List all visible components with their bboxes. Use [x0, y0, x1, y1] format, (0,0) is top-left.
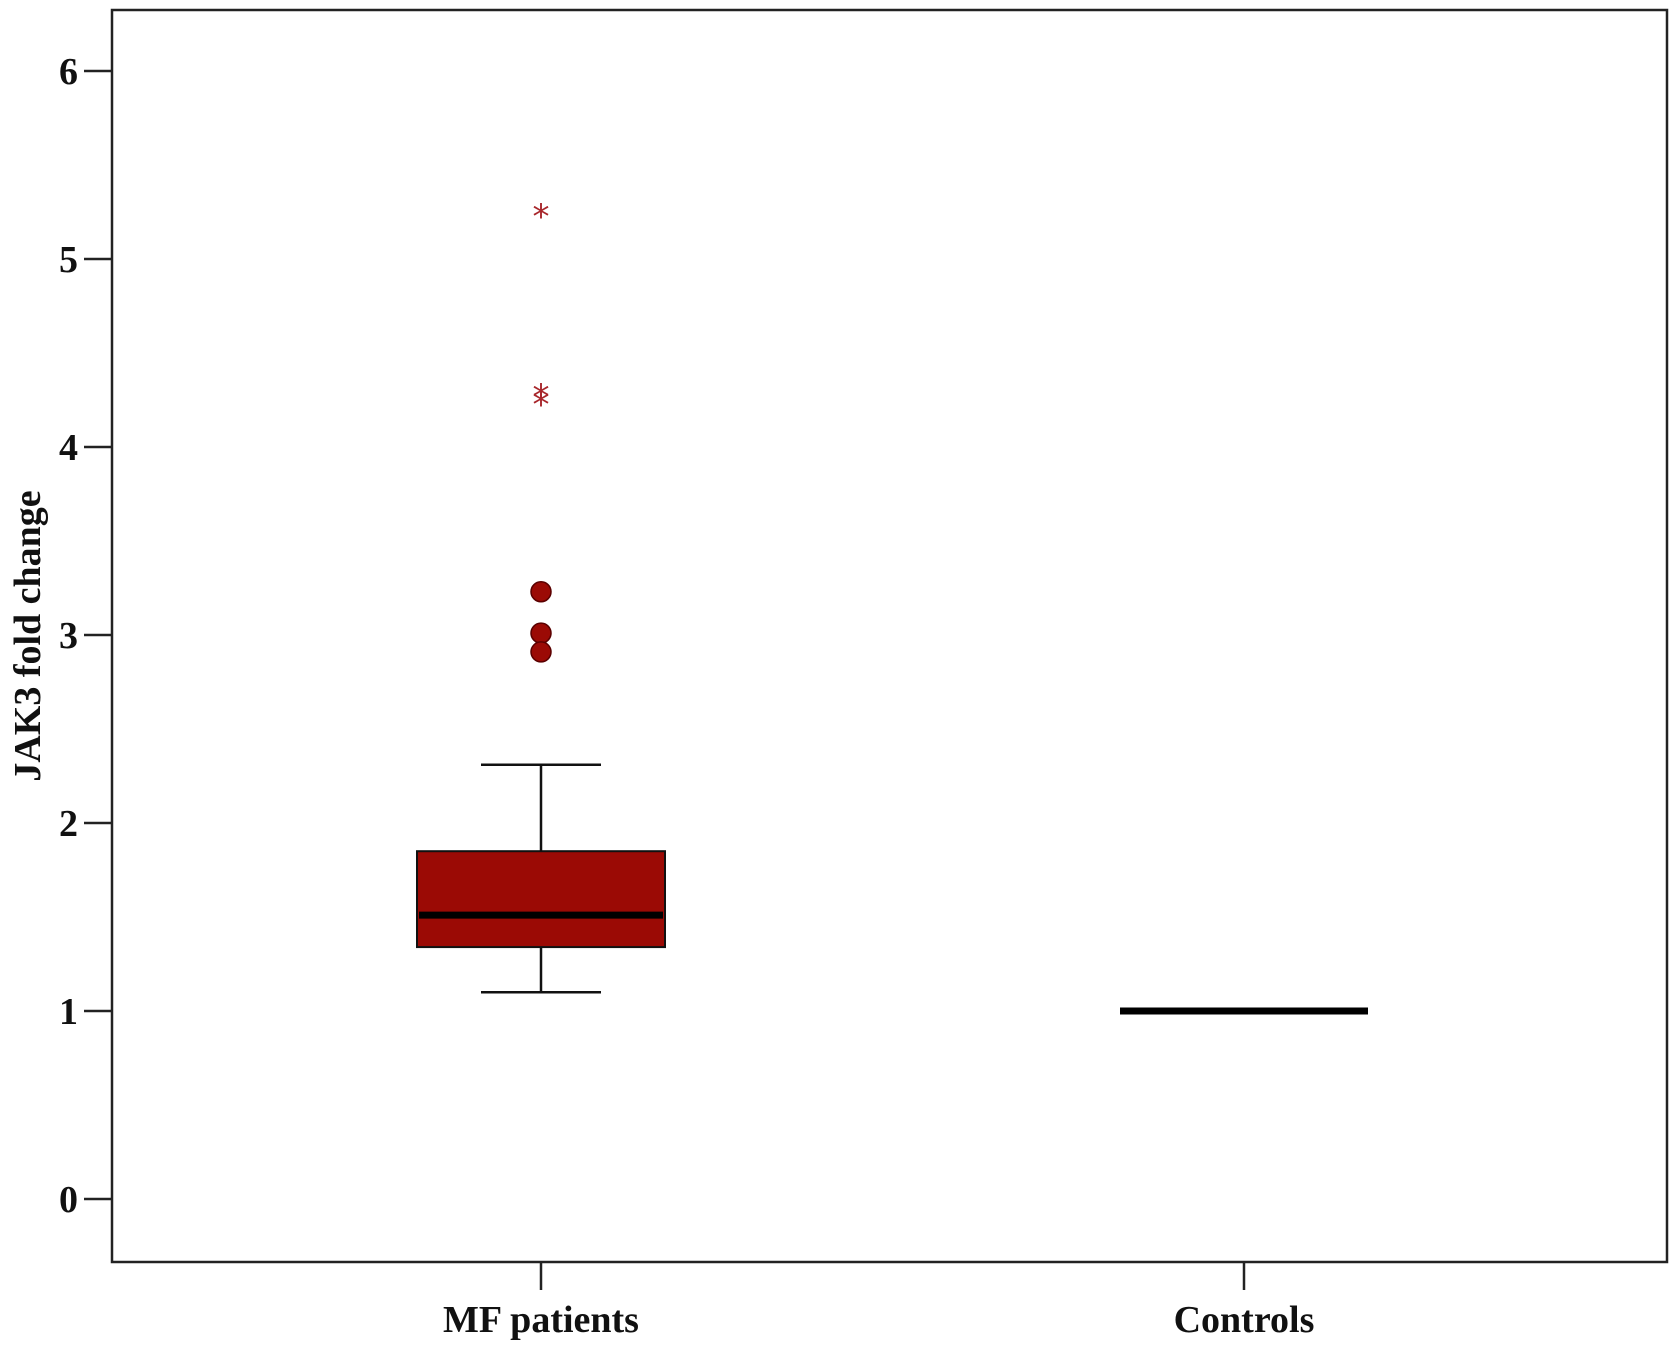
y-tick-label-2: 2 [59, 803, 78, 845]
x-category-label-1: Controls [1174, 1299, 1315, 1341]
box-group-0: *** [416, 197, 666, 994]
extreme-point-1: * [533, 377, 550, 417]
extreme-point-0: * [533, 197, 550, 237]
y-axis: 0 1 2 3 4 5 6 [59, 51, 112, 1221]
y-tick-label-3: 3 [59, 615, 78, 657]
iqr-box [416, 850, 666, 949]
outlier-point-2 [530, 641, 552, 663]
y-tick-label-5: 5 [59, 239, 78, 281]
extreme-point-2: * [533, 385, 550, 425]
y-tick-label-4: 4 [59, 427, 78, 469]
x-category-label-0: MF patients [443, 1299, 639, 1341]
y-tick-label-1: 1 [59, 991, 78, 1033]
y-tick-label-0: 0 [59, 1179, 78, 1221]
plot-frame [110, 8, 1669, 1264]
outlier-point-0 [530, 581, 552, 603]
boxes: *** [416, 197, 1368, 1015]
outlier-point-1 [530, 622, 552, 644]
y-tick-label-6: 6 [59, 51, 78, 93]
y-axis-title: JAK3 fold change [7, 490, 49, 781]
x-axis: MF patients Controls [443, 1262, 1314, 1341]
